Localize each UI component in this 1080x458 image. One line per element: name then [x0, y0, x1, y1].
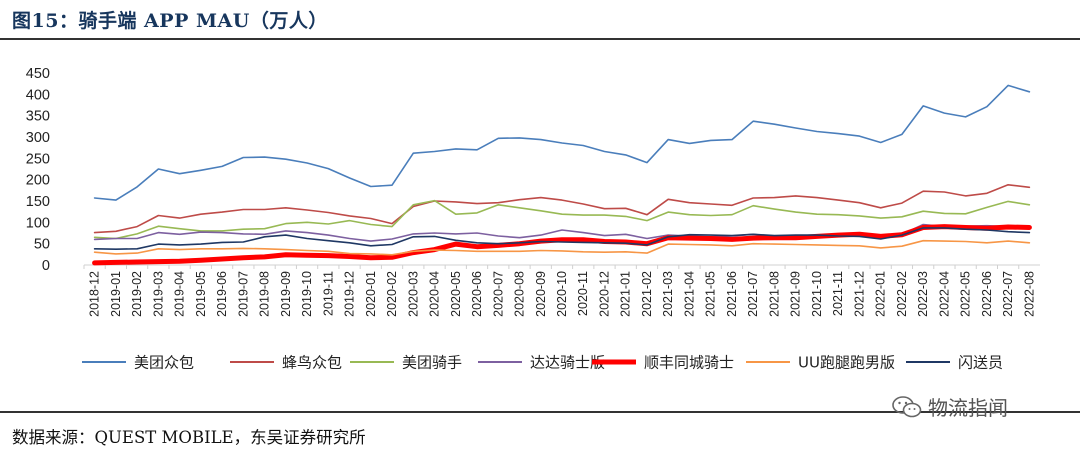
x-tick-label: 2019-09: [279, 271, 293, 317]
x-tick-label: 2019-07: [236, 271, 250, 317]
x-tick-label: 2020-05: [449, 271, 463, 317]
x-tick-label: 2019-05: [194, 271, 208, 317]
x-tick-label: 2019-08: [258, 271, 272, 317]
bottom-rule: [0, 411, 1080, 413]
y-tick-label: 400: [26, 87, 50, 103]
series-lines: [92, 84, 1032, 266]
x-tick-label: 2021-02: [640, 271, 654, 317]
series-line: [93, 84, 1031, 201]
y-tick-label: 350: [26, 109, 50, 125]
x-tick-label: 2020-10: [555, 271, 569, 317]
x-tick-label: 2020-09: [534, 271, 548, 317]
series-line: [93, 239, 1031, 256]
y-tick-label: 200: [26, 173, 50, 189]
x-tick-label: 2020-03: [406, 271, 420, 317]
x-tick-label: 2019-12: [343, 271, 357, 317]
x-tick-label: 2021-03: [661, 271, 675, 317]
x-tick-label: 2021-05: [704, 271, 718, 317]
x-tick-label: 2021-12: [852, 271, 866, 317]
legend: 美团众包 蜂鸟众包 美团骑手 达达骑士版 顺丰同城骑士 UU跑腿跑男版 闪送员: [82, 354, 1003, 372]
legend-label: 达达骑士版: [530, 354, 605, 372]
y-tick-label: 100: [26, 215, 50, 231]
x-tick-label: 2021-08: [767, 271, 781, 317]
x-tick-label: 2020-11: [576, 271, 590, 316]
y-tick-label: 150: [26, 194, 50, 210]
x-tick-label: 2020-12: [597, 271, 611, 317]
x-tick-label: 2022-08: [1022, 271, 1036, 317]
series-line: [92, 224, 1032, 266]
x-tick-label: 2022-05: [959, 271, 973, 317]
x-tick-label: 2021-04: [682, 271, 696, 317]
x-tick-label: 2020-08: [513, 271, 527, 317]
x-tick-label: 2022-02: [895, 271, 909, 317]
x-axis: 2018-12 2019-01 2019-02 2019-03 2019-04 2019-…: [83, 264, 1040, 317]
x-tick-label: 2022-01: [874, 271, 888, 317]
x-tick-label: 2021-09: [789, 271, 803, 317]
x-tick-label: 2020-04: [428, 271, 442, 317]
x-tick-label: 2021-01: [619, 271, 633, 317]
legend-label: 美团众包: [134, 354, 194, 372]
watermark-text: 物流指闻: [928, 396, 1008, 420]
x-tick-label: 2020-01: [364, 271, 378, 317]
x-tick-label: 2019-02: [130, 271, 144, 317]
x-tick-label: 2022-03: [916, 271, 930, 317]
x-tick-label: 2019-03: [151, 271, 165, 317]
top-rule: [0, 38, 1080, 40]
x-tick-label: 2020-07: [491, 271, 505, 317]
series-line: [93, 227, 1031, 250]
figure-title: 图15：骑手端 APP MAU（万人）: [12, 10, 328, 32]
source-note: 数据来源：QUEST MOBILE，东吴证券研究所: [12, 428, 366, 447]
y-tick-label: 250: [26, 151, 50, 167]
series-line: [93, 184, 1031, 234]
wechat-icon: [892, 395, 922, 417]
x-tick-label: 2021-06: [725, 271, 739, 317]
x-tick-label: 2019-04: [173, 271, 187, 317]
y-tick-label: 450: [26, 66, 50, 82]
line-chart: 0 50 100 150 200 250 300 350 400 450 2018-12 2019-…: [26, 66, 1040, 372]
x-tick-label: 2019-10: [300, 271, 314, 317]
x-tick-label: 2020-02: [385, 271, 399, 317]
x-tick-label: 2022-06: [980, 271, 994, 317]
x-tick-label: 2020-06: [470, 271, 484, 317]
x-tick-label: 2018-12: [88, 271, 102, 317]
watermark: 物流指闻: [892, 392, 1008, 421]
x-tick-label: 2021-07: [746, 271, 760, 317]
y-tick-label: 50: [34, 237, 50, 253]
y-tick-label: 300: [26, 130, 50, 146]
y-axis: 0 50 100 150 200 250 300 350 400 450: [26, 66, 50, 274]
x-tick-label: 2021-10: [810, 271, 824, 317]
x-tick-label: 2019-01: [109, 271, 123, 317]
legend-label: 美团骑手: [402, 354, 462, 372]
legend-label: 闪送员: [958, 354, 1003, 372]
legend-label: 蜂鸟众包: [282, 354, 342, 372]
legend-label: UU跑腿跑男版: [798, 354, 895, 372]
y-tick-label: 0: [42, 258, 50, 274]
series-line: [93, 199, 1031, 240]
x-tick-label: 2021-11: [831, 271, 845, 316]
x-tick-label: 2019-06: [215, 271, 229, 317]
x-tick-label: 2022-04: [937, 271, 951, 317]
legend-label: 顺丰同城骑士: [644, 354, 734, 372]
x-tick-label: 2019-11: [321, 271, 335, 316]
x-tick-label: 2022-07: [1001, 271, 1015, 317]
